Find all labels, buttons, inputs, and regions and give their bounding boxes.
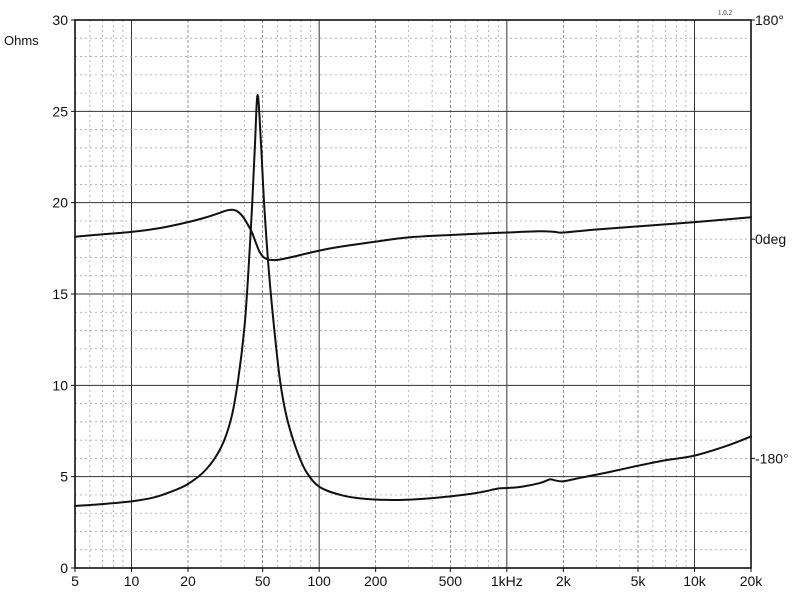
x-tick-label: 500 <box>439 573 463 589</box>
y-tick-label: 20 <box>52 195 68 211</box>
x-tick-label: 5 <box>71 573 79 589</box>
x-tick-label: 10 <box>124 573 140 589</box>
y-axis-title: Ohms <box>4 33 39 48</box>
y-tick-label: 25 <box>52 103 68 119</box>
right-tick-label: 180° <box>755 12 784 28</box>
impedance-curve <box>74 93 752 507</box>
x-tick-label: 200 <box>364 573 388 589</box>
x-tick-label: 20 <box>180 573 196 589</box>
x-tick-label: 2k <box>556 573 572 589</box>
phase-curve <box>74 208 752 262</box>
version-label: 1.0.2 <box>718 9 733 17</box>
x-tick-label: 100 <box>307 573 331 589</box>
right-tick-label: -180° <box>755 450 789 466</box>
x-tick-label: 10k <box>683 573 707 589</box>
y-tick-label: 30 <box>52 12 68 28</box>
y-tick-label: 15 <box>52 286 68 302</box>
right-tick-label: 0deg <box>755 231 786 247</box>
y-tick-label: 0 <box>60 560 68 576</box>
y-tick-label: 5 <box>60 469 68 485</box>
x-tick-label: 20k <box>740 573 764 589</box>
y-tick-label: 10 <box>52 377 68 393</box>
x-tick-label: 5k <box>631 573 647 589</box>
x-tick-label: 50 <box>255 573 271 589</box>
x-tick-label: 1kHz <box>491 573 523 589</box>
